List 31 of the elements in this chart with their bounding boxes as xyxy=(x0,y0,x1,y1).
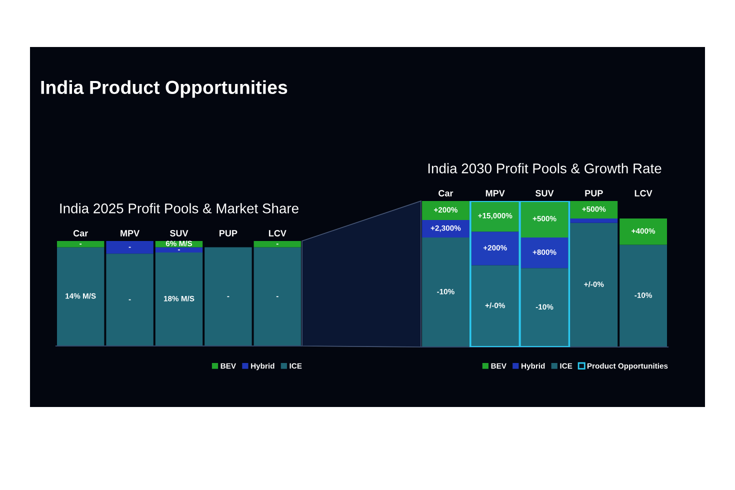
chart-subtitle: India 2025 Profit Pools & Market Share xyxy=(60,203,298,214)
bar xyxy=(620,244,668,347)
bar xyxy=(520,201,568,238)
x-tick-label: Car xyxy=(73,230,88,236)
x-tick-label: Car xyxy=(438,190,454,196)
bar xyxy=(56,241,104,248)
chart-title: India Product Opportunities xyxy=(41,80,288,98)
bar xyxy=(422,201,470,220)
bar xyxy=(570,218,618,223)
x-tick-label: PUP xyxy=(585,190,603,196)
chart-title: India 2030 Profit Pools & Growth Rate xyxy=(428,163,662,174)
bar xyxy=(254,241,302,248)
x-tick-label: PUP xyxy=(220,230,238,236)
x-tick-label: SUV xyxy=(535,190,554,196)
bar xyxy=(520,238,568,268)
bar xyxy=(471,232,519,266)
bar xyxy=(155,247,203,253)
bar xyxy=(570,201,618,219)
bar xyxy=(106,254,154,346)
x-tick-label: MPV xyxy=(486,190,505,196)
bar xyxy=(620,218,668,245)
bar xyxy=(155,252,203,346)
bar xyxy=(422,220,470,238)
x-tick-label: LCV xyxy=(268,230,286,236)
bar xyxy=(204,247,252,346)
bar xyxy=(56,247,104,346)
x-tick-label: SUV xyxy=(170,230,188,236)
x-tick-label: MPV xyxy=(120,230,140,236)
bar xyxy=(106,241,154,254)
x-tick-label: LCV xyxy=(634,190,652,196)
bar xyxy=(471,201,519,232)
